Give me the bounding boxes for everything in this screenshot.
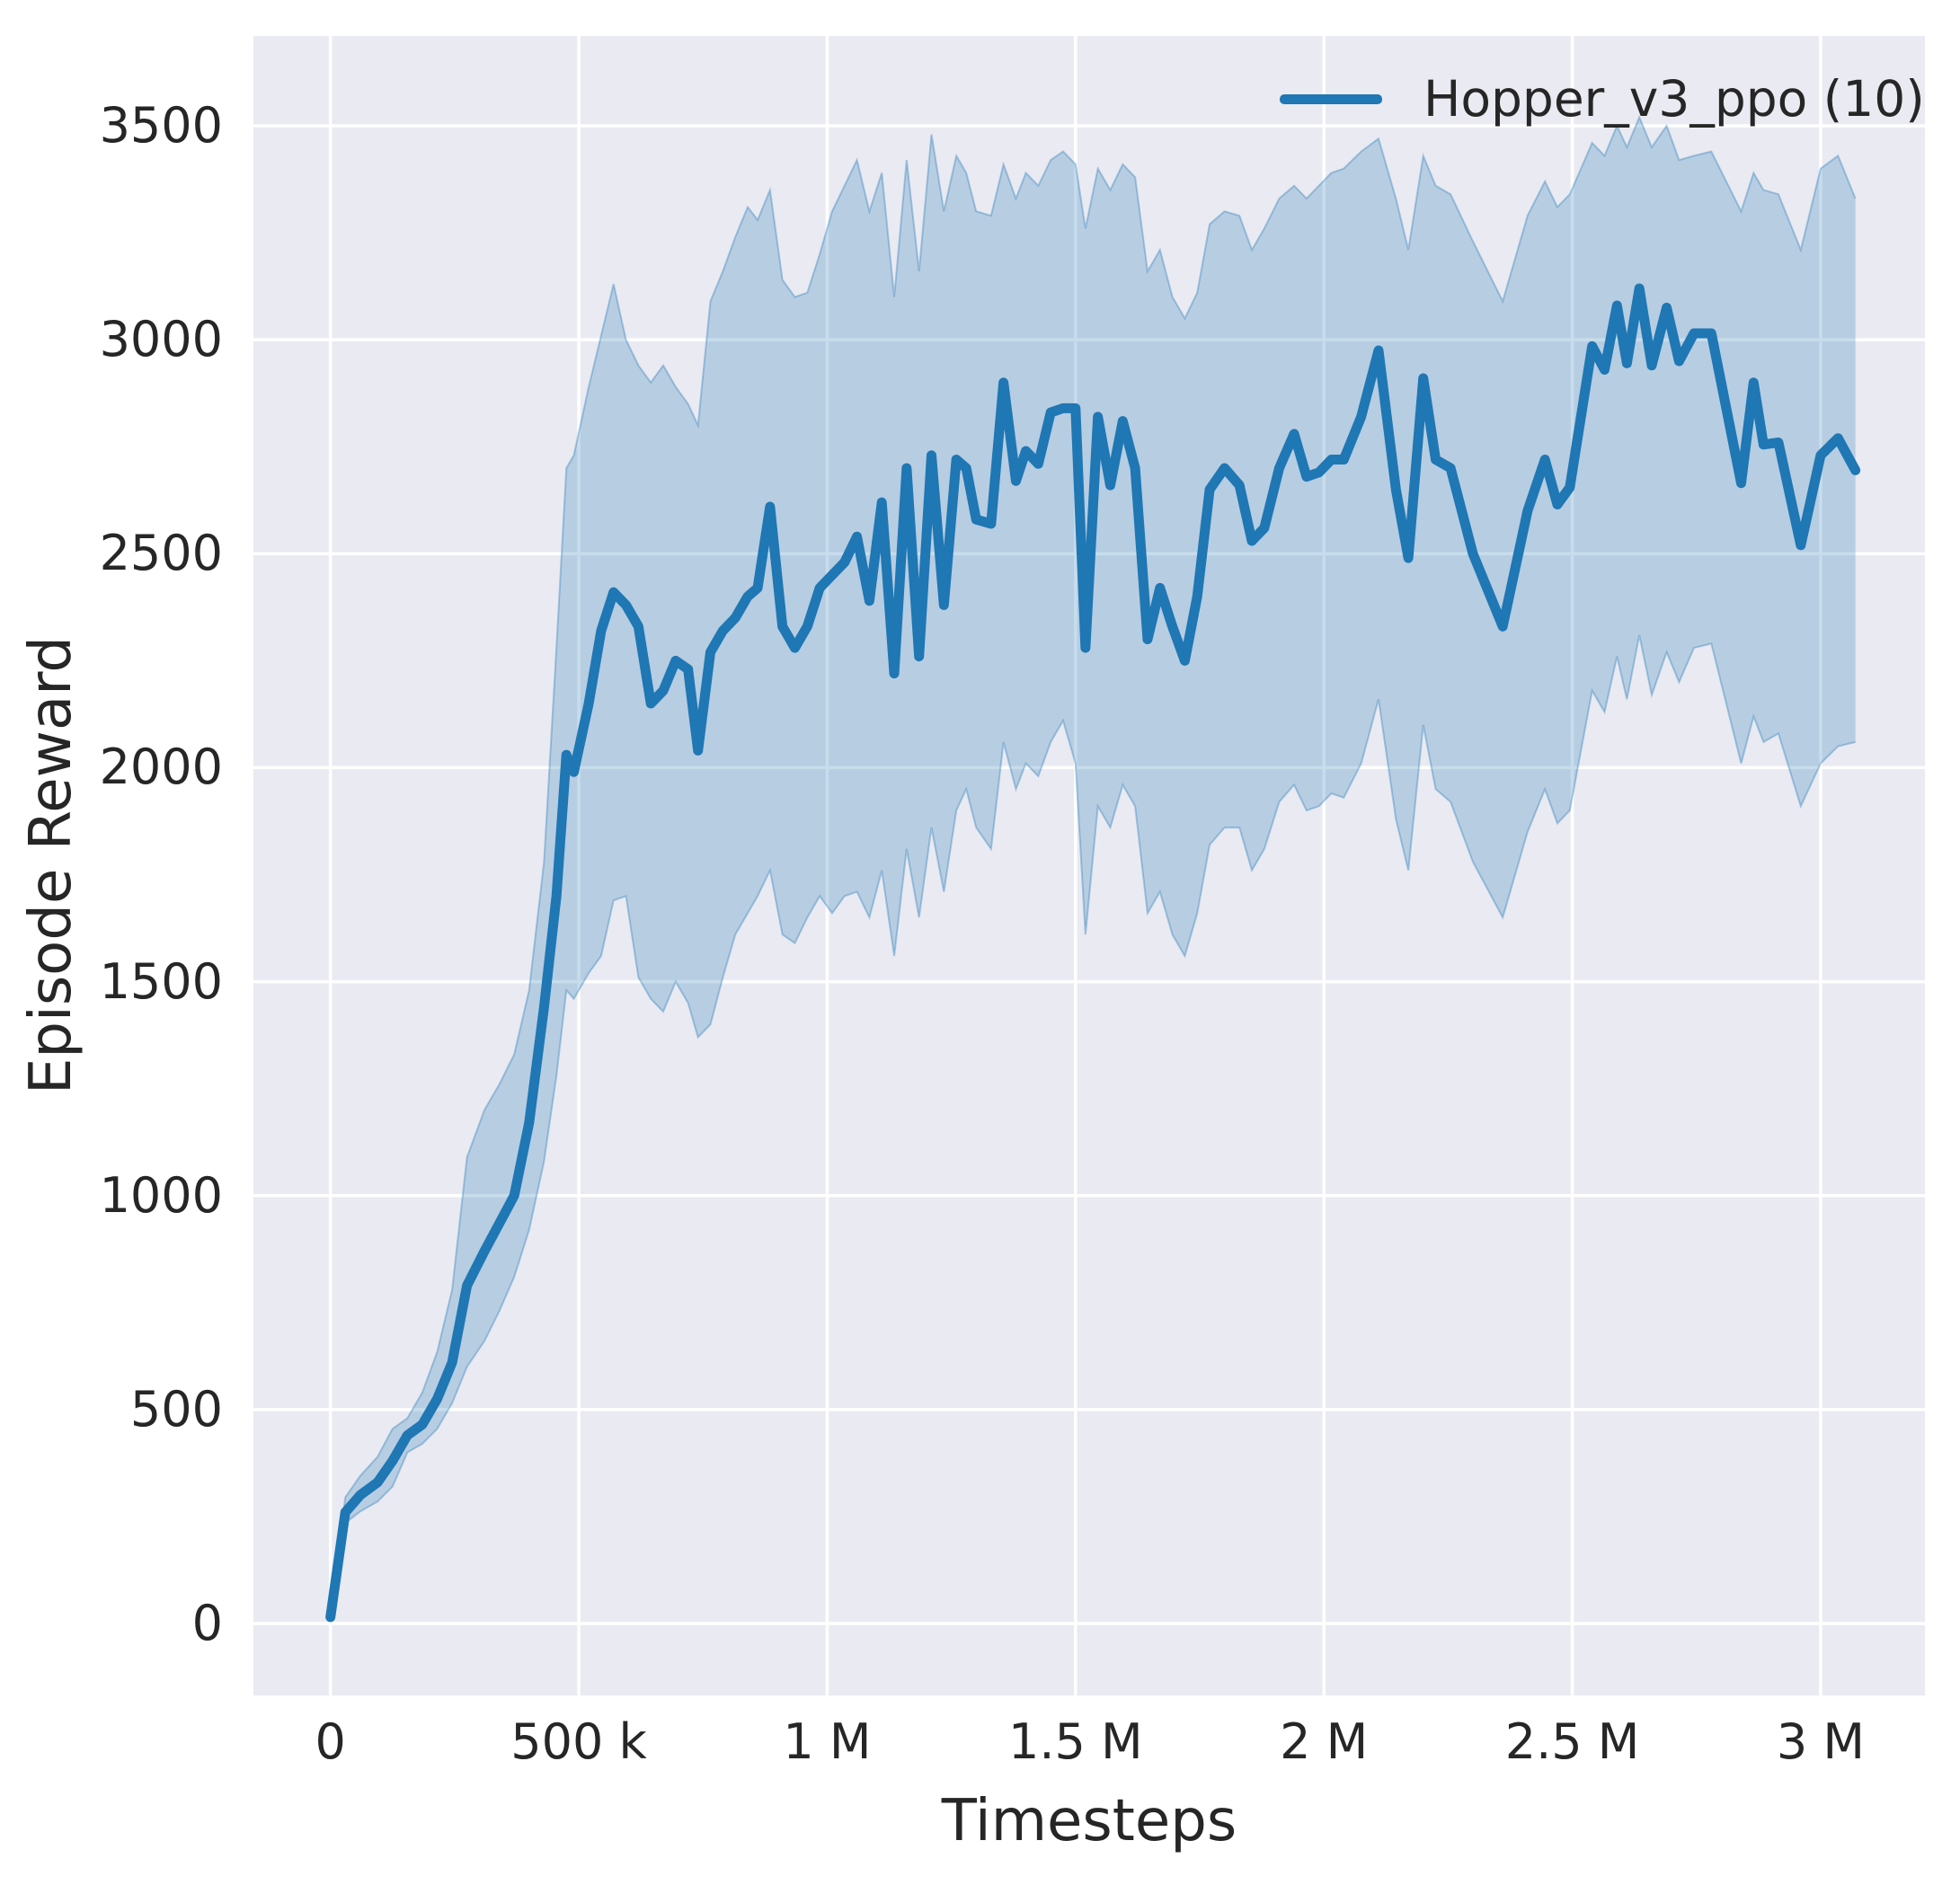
y-tick-label: 0 [191, 1594, 223, 1651]
x-tick-label: 2 M [1280, 1713, 1369, 1770]
legend: Hopper_v3_ppo (10) [1280, 70, 1925, 128]
x-tick-label: 3 M [1776, 1713, 1865, 1770]
x-tick-label: 2.5 M [1504, 1713, 1640, 1770]
y-tick-label: 1000 [99, 1166, 223, 1224]
x-tick-label: 1.5 M [1007, 1713, 1143, 1770]
x-tick-label: 0 [315, 1713, 346, 1770]
y-tick-label: 3500 [99, 97, 223, 155]
y-tick-label: 500 [129, 1380, 223, 1438]
x-tick-label: 500 k [510, 1713, 647, 1770]
y-tick-label: 3000 [99, 311, 223, 368]
legend-label: Hopper_v3_ppo (10) [1423, 70, 1925, 128]
x-axis-label: Timesteps [941, 1788, 1237, 1854]
y-tick-label: 2000 [99, 739, 223, 796]
y-tick-label: 2500 [99, 525, 223, 582]
confidence-band-upper-edge [329, 114, 1857, 1614]
mean-reward-line [325, 283, 1861, 1623]
y-axis-label: Episode Reward [18, 635, 84, 1095]
y-tick-label: 1500 [99, 952, 223, 1010]
confidence-band-lower-edge [329, 634, 1856, 1621]
legend-line-swatch [1280, 93, 1382, 104]
confidence-band [330, 117, 1856, 1621]
x-tick-label: 1 M [783, 1713, 872, 1770]
